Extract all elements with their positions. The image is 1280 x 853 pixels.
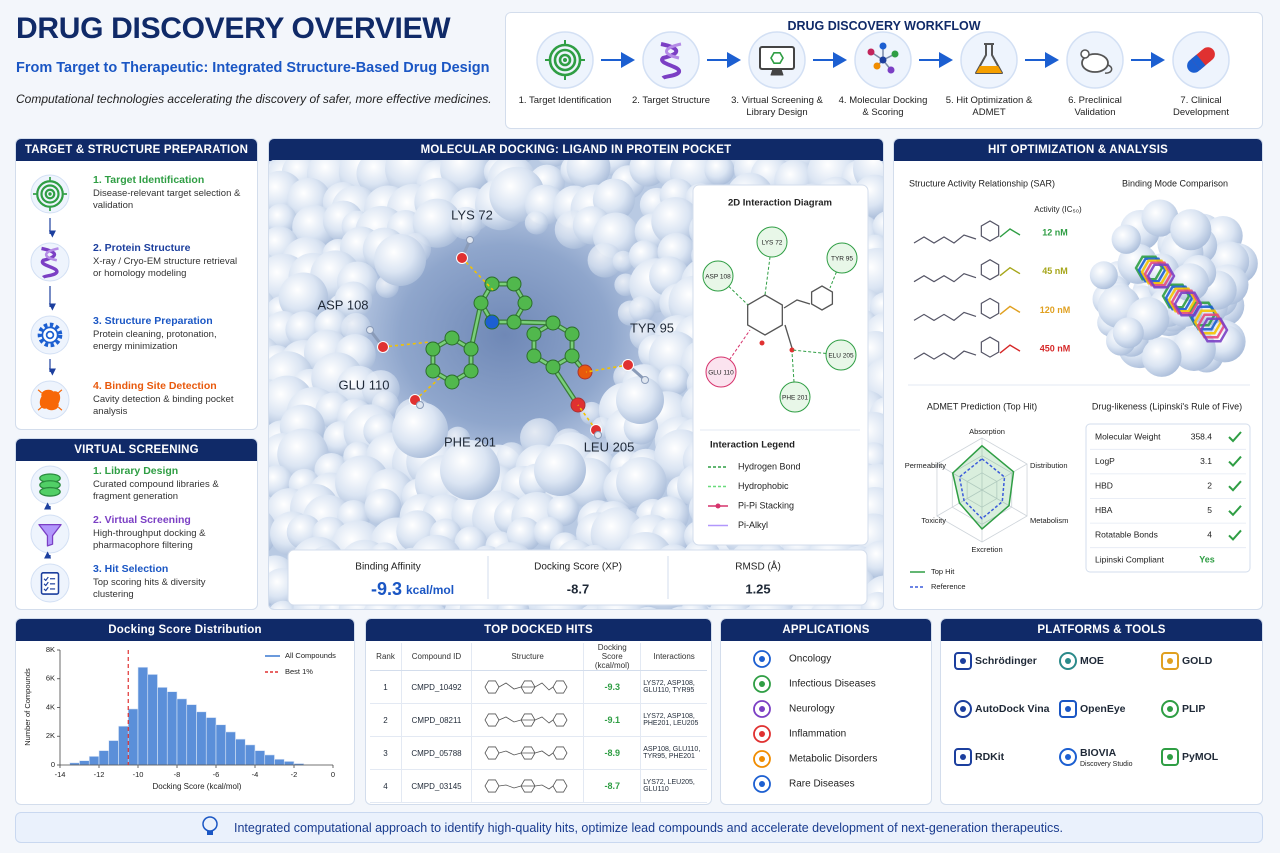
item-text: X-ray / Cryo-EM structure retrieval or h… [93,256,238,280]
row: 1 CMPD_10492 -9.3 LYS72, ASP108, GLU110, TY… [370,670,707,704]
structure-chain [498,750,553,757]
structure [470,736,584,770]
item-title: 4. Binding Site Detection [93,380,217,392]
structure-chain [498,784,553,790]
panel-header: TOP DOCKED HITS [366,619,711,641]
item-title: 2. Virtual Screening [93,514,191,526]
item-text: High-throughput docking & pharmacophore … [93,528,206,552]
compound-id: CMPD_05788 [401,736,472,770]
docking-score: -9.3 [583,670,641,704]
hit-panel: HIT OPTIMIZATION & ANALYSIS [893,138,1263,610]
step-label: 3. Virtual Screening & Library Design [731,95,823,119]
panel-header: PLATFORMS & TOOLS [941,619,1262,641]
item-text: Curated compound libraries & fragment ge… [93,479,219,503]
panel-header: VIRTUAL SCREENING [16,439,257,461]
structure-drawing [484,746,568,760]
column-header: Docking Score (kcal/mol) [583,643,641,671]
header-row: Rank Compound ID Structure Docking Score (k… [370,643,707,671]
step-label: 4. Molecular Docking & Scoring [838,95,928,119]
docking-score: -9.1 [583,703,641,737]
row: 2 CMPD_08211 -9.1 LYS72, ASP108, PHE201, LE… [370,703,707,737]
tagline: Computational technologies accelerating … [16,92,492,106]
step-label: 5. Hit Optimization & ADMET [945,95,1033,119]
applications-panel: APPLICATIONS [720,618,932,805]
structure-ring [484,779,500,793]
item-title: 3. Structure Preparation [93,315,213,327]
docking-score: -8.9 [583,736,641,770]
docking-panel: MOLECULAR DOCKING: LIGAND IN PROTEIN POC… [268,138,884,610]
interactions: ASP108, GLU110, TYR95, PHE201 [640,736,707,770]
hits-table: Rank Compound ID Structure Docking Score (k… [370,643,707,803]
structure-ring [552,713,568,727]
structure-ring [552,680,568,694]
item-title: 1. Target Identification [93,174,205,186]
rank: 2 [370,703,402,737]
footer: Integrated computational approach to ide… [15,812,1263,843]
step-label: 2. Target Structure [632,95,710,106]
item-title: 3. Hit Selection [93,563,169,575]
item-text: Top scoring hits & diversity clustering [93,577,206,601]
compound-id: CMPD_03145 [401,769,472,803]
step-label: 6. Preclinical Validation [1068,95,1122,119]
rank: 1 [370,670,402,704]
structure-ring [484,713,500,727]
column-header: Compound ID [401,643,472,671]
structure-chain [498,682,553,691]
interactions: LYS72, ASP108, PHE201, LEU205 [640,703,707,737]
subtitle: From Target to Therapeutic: Integrated S… [16,60,490,76]
compound-id: CMPD_08211 [401,703,472,737]
interactions: LYS72, ASP108, GLU110, TYR95 [640,670,707,704]
step-label: 7. Clinical Development [1173,95,1229,119]
item-text: Protein cleaning, protonation, energy mi… [93,329,217,353]
structure-ring [484,746,500,760]
structure-ring [552,779,568,793]
footer-text: Integrated computational approach to ide… [234,821,1063,835]
workflow-title: DRUG DISCOVERY WORKFLOW [787,19,981,33]
rank: 4 [370,769,402,803]
page-title: DRUG DISCOVERY OVERVIEW [16,12,451,45]
structure-chain [498,716,553,724]
step-label: 1. Target Identification [518,95,612,106]
structure [470,703,584,737]
panel-header: TARGET & STRUCTURE PREPARATION [16,139,257,161]
column-header: Interactions [640,643,707,671]
docking-score: -8.7 [583,769,641,803]
panel-header: Docking Score Distribution [16,619,354,641]
compound-id: CMPD_10492 [401,670,472,704]
structure-ring [484,680,500,694]
panel-header: MOLECULAR DOCKING: LIGAND IN PROTEIN POC… [269,139,883,161]
panel-header: HIT OPTIMIZATION & ANALYSIS [894,139,1262,161]
item-title: 2. Protein Structure [93,242,191,254]
structure-drawing [484,713,568,727]
platforms-panel: PLATFORMS & TOOLS [940,618,1263,805]
structure-ring [552,746,568,760]
column-header: Structure [470,643,584,671]
item-text: Cavity detection & binding pocket analys… [93,394,234,418]
row: 4 CMPD_03145 -8.7 LYS72, LEU205, GLU110 [370,769,707,803]
item-text: Disease-relevant target selection & vali… [93,188,241,212]
interactions: LYS72, LEU205, GLU110 [640,769,707,803]
panel-header: APPLICATIONS [721,619,931,641]
column-header: Rank [370,643,402,671]
item-title: 1. Library Design [93,465,179,477]
structure-drawing [484,779,568,793]
structure [470,670,584,704]
histogram-panel: Docking Score Distribution [15,618,355,805]
structure-drawing [484,680,568,694]
row: 3 CMPD_05788 -8.9 ASP108, GLU110, TYR95, PH… [370,736,707,770]
rank: 3 [370,736,402,770]
structure [470,769,584,803]
